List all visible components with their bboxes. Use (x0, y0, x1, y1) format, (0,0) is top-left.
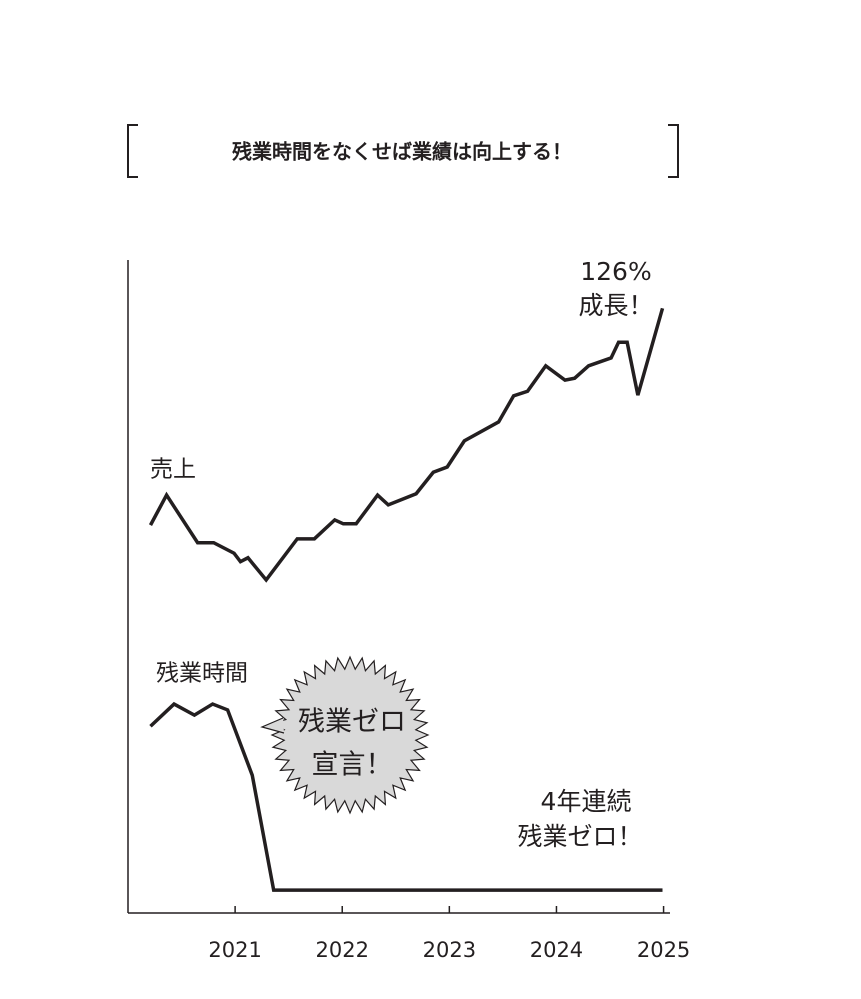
annotation: 残業ゼロ！ (517, 822, 642, 851)
starburst (270, 655, 430, 815)
title-bracket-left (127, 124, 138, 178)
annotation: 残業ゼロ (298, 707, 406, 738)
callout-tail (260, 717, 285, 734)
x-tick-label: 2025 (637, 938, 690, 962)
x-tick-label: 2023 (423, 938, 476, 962)
annotation: 宣言！ (312, 750, 393, 781)
annotation: 4年連続 (541, 787, 632, 816)
x-tick-label: 2024 (530, 938, 583, 962)
x-tick-label: 2021 (208, 938, 261, 962)
series-label: 残業時間 (156, 661, 248, 687)
chart-title: 残業時間をなくせば業績は向上する！ (232, 140, 572, 164)
series-label: 売上 (150, 457, 196, 483)
line (149, 701, 663, 892)
line (148, 307, 665, 583)
x-tick-label: 2022 (316, 938, 369, 962)
title-bracket-right (668, 124, 679, 178)
annotation: 成長！ (578, 291, 653, 320)
annotation: 126% (580, 257, 651, 286)
